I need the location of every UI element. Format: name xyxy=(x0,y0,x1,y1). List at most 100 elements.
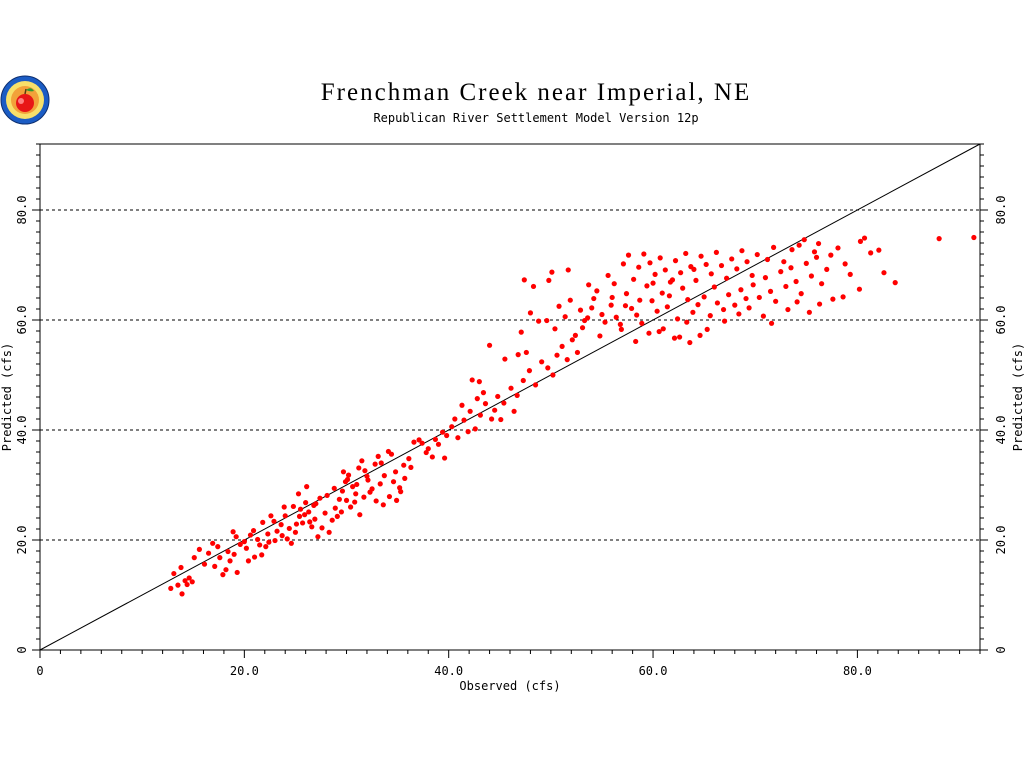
data-point xyxy=(356,465,362,471)
data-point xyxy=(514,392,520,398)
y-tick-label-right: 0 xyxy=(994,646,1008,653)
data-point xyxy=(205,550,212,556)
data-point xyxy=(406,456,412,462)
data-point xyxy=(189,579,195,585)
data-point xyxy=(768,320,775,326)
data-point xyxy=(489,416,495,422)
data-point xyxy=(611,281,617,287)
data-point xyxy=(623,291,630,297)
data-point xyxy=(449,424,455,430)
data-point xyxy=(299,520,306,526)
x-tick-label: 40.0 xyxy=(434,664,463,678)
data-point xyxy=(306,509,312,515)
data-point xyxy=(352,499,358,505)
data-point xyxy=(196,546,202,552)
data-point xyxy=(296,513,303,519)
data-point xyxy=(569,337,575,343)
data-point xyxy=(215,544,221,550)
y-axis-label-right: Predicted (cfs) xyxy=(1011,343,1024,451)
data-point xyxy=(680,285,686,291)
data-point xyxy=(340,469,347,475)
data-point xyxy=(773,298,779,304)
data-point xyxy=(486,342,493,348)
data-point xyxy=(760,313,766,319)
data-point xyxy=(175,582,181,588)
data-point xyxy=(771,244,777,250)
y-tick-label-left: 80.0 xyxy=(15,196,29,225)
data-point xyxy=(703,261,709,268)
data-point xyxy=(260,519,266,526)
data-point xyxy=(813,254,820,260)
data-point xyxy=(677,334,683,340)
data-point xyxy=(324,492,330,499)
data-point xyxy=(390,479,397,485)
data-point xyxy=(572,332,578,338)
y-tick-label-left: 0 xyxy=(15,646,29,653)
data-point xyxy=(683,250,689,257)
data-point xyxy=(789,247,795,253)
data-point xyxy=(459,402,465,408)
data-point xyxy=(179,591,185,597)
data-point xyxy=(892,280,898,286)
data-point xyxy=(334,513,340,519)
data-point xyxy=(664,304,670,310)
data-point xyxy=(729,256,735,262)
data-point xyxy=(515,352,521,358)
data-point xyxy=(726,292,732,298)
y-tick-label-right: 20.0 xyxy=(994,526,1008,555)
data-point xyxy=(693,277,699,283)
y-tick-label-right: 60.0 xyxy=(994,306,1008,335)
data-point xyxy=(796,242,802,248)
data-point xyxy=(465,429,471,435)
data-point xyxy=(650,280,656,286)
data-point xyxy=(781,259,787,265)
data-point xyxy=(339,488,346,494)
data-point xyxy=(816,301,823,307)
data-point xyxy=(625,252,632,258)
data-point xyxy=(724,275,730,281)
data-point xyxy=(819,281,825,287)
data-point xyxy=(876,247,882,253)
data-point xyxy=(444,432,450,439)
data-point xyxy=(402,475,408,481)
data-point xyxy=(302,512,308,518)
data-point xyxy=(599,311,605,318)
data-point xyxy=(511,408,517,414)
data-point xyxy=(666,293,672,299)
data-point xyxy=(332,505,338,511)
data-point xyxy=(644,283,650,289)
data-point xyxy=(521,277,527,283)
data-point xyxy=(290,503,296,510)
data-point xyxy=(388,451,395,457)
data-point xyxy=(343,497,350,503)
data-point xyxy=(691,266,697,272)
data-point xyxy=(416,437,422,443)
data-point xyxy=(721,318,728,324)
data-point xyxy=(495,393,501,400)
data-point xyxy=(317,495,323,501)
data-point xyxy=(353,491,359,497)
data-point xyxy=(532,382,539,388)
data-point xyxy=(461,417,467,423)
data-point xyxy=(315,534,321,540)
data-point xyxy=(263,544,269,550)
data-point xyxy=(336,496,342,502)
data-point xyxy=(372,461,378,467)
data-point xyxy=(393,497,400,503)
data-point xyxy=(329,517,335,523)
data-point xyxy=(344,476,351,483)
data-point xyxy=(297,506,304,512)
data-point xyxy=(609,294,615,301)
data-point xyxy=(429,454,435,460)
x-axis-label: Observed (cfs) xyxy=(459,679,560,693)
data-point xyxy=(654,308,660,314)
y-tick-label-left: 40.0 xyxy=(15,416,29,445)
data-point xyxy=(361,494,367,500)
data-point xyxy=(309,524,315,530)
y-tick-label-left: 20.0 xyxy=(15,526,29,555)
data-point xyxy=(271,518,277,524)
data-point xyxy=(783,283,789,290)
data-point xyxy=(279,533,285,539)
data-point xyxy=(628,305,635,312)
data-point xyxy=(398,489,404,495)
